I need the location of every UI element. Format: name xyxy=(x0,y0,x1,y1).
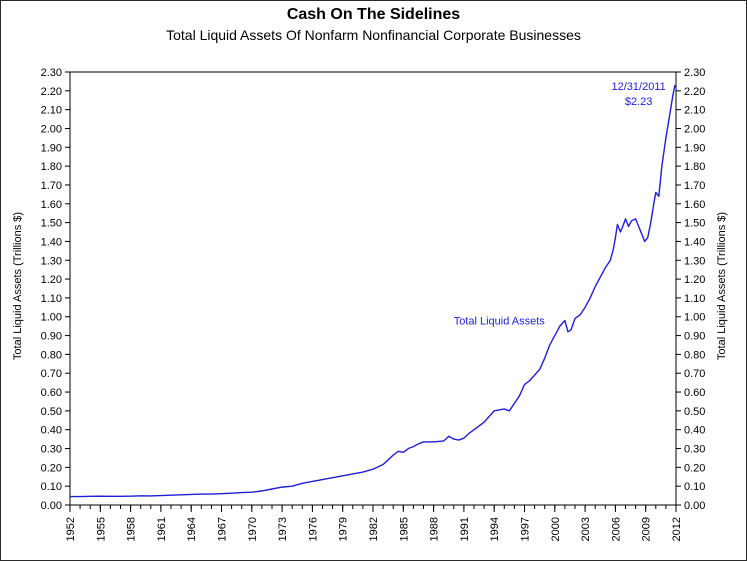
y-tick-label-right: 0.50 xyxy=(684,406,705,418)
series-line-total-liquid-assets xyxy=(70,85,676,498)
y-tick-label-right: 2.00 xyxy=(684,123,705,135)
annotation-endpoint-value: $2.23 xyxy=(625,96,653,108)
y-tick-label-left: 0.20 xyxy=(41,462,62,474)
x-tick-label: 1970 xyxy=(247,517,259,541)
y-tick-label-right: 1.90 xyxy=(684,142,705,154)
x-tick-label: 1955 xyxy=(95,517,107,541)
y-tick-label-right: 1.10 xyxy=(684,293,705,305)
y-tick-label-right: 0.80 xyxy=(684,349,705,361)
annotation-series-label: Total Liquid Assets xyxy=(454,315,546,327)
y-tick-label-right: 0.00 xyxy=(684,500,705,512)
x-tick-label: 1958 xyxy=(126,517,138,541)
y-tick-label-left: 2.30 xyxy=(41,67,62,79)
y-tick-label-left: 2.10 xyxy=(41,105,62,117)
y-tick-label-left: 1.10 xyxy=(41,293,62,305)
y-tick-label-right: 2.20 xyxy=(684,86,705,98)
x-tick-label: 1976 xyxy=(307,517,319,541)
plot-area-border xyxy=(69,71,677,506)
x-tick-label: 1988 xyxy=(429,517,441,541)
x-tick-label: 1982 xyxy=(368,517,380,541)
y-tick-label-right: 2.30 xyxy=(684,67,705,79)
x-tick-label: 2012 xyxy=(671,517,683,541)
y-tick-label-right: 1.60 xyxy=(684,199,705,211)
y-tick-label-right: 2.10 xyxy=(684,105,705,117)
y-tick-label-right: 1.20 xyxy=(684,274,705,286)
y-tick-label-left: 1.50 xyxy=(41,218,62,230)
x-tick-label: 1952 xyxy=(65,517,77,541)
x-tick-label: 1967 xyxy=(217,517,229,541)
annotation-endpoint-date: 12/31/2011 xyxy=(612,81,666,93)
y-tick-label-left: 2.00 xyxy=(41,123,62,135)
x-tick-label: 2003 xyxy=(580,517,592,541)
y-tick-label-right: 0.90 xyxy=(684,331,705,343)
x-tick-label: 2000 xyxy=(550,517,562,541)
y-tick-label-left: 0.40 xyxy=(41,425,62,437)
y-tick-label-left: 0.60 xyxy=(41,387,62,399)
y-tick-label-right: 0.20 xyxy=(684,462,705,474)
y-tick-label-left: 0.30 xyxy=(41,444,62,456)
y-tick-label-right: 0.30 xyxy=(684,444,705,456)
x-tick-label: 1994 xyxy=(489,517,501,541)
y-tick-label-left: 1.70 xyxy=(41,180,62,192)
y-tick-label-right: 0.10 xyxy=(684,481,705,493)
y-tick-label-left: 0.50 xyxy=(41,406,62,418)
y-tick-label-left: 1.80 xyxy=(41,161,62,173)
y-tick-label-left: 1.60 xyxy=(41,199,62,211)
x-tick-label: 1964 xyxy=(186,517,198,541)
y-tick-label-left: 1.90 xyxy=(41,142,62,154)
y-tick-label-left: 0.00 xyxy=(41,500,62,512)
x-tick-label: 1985 xyxy=(398,517,410,541)
y-tick-label-left: 0.90 xyxy=(41,331,62,343)
y-tick-label-right: 0.40 xyxy=(684,425,705,437)
y-tick-label-left: 0.10 xyxy=(41,481,62,493)
x-tick-label: 2006 xyxy=(610,517,622,541)
x-tick-label: 1991 xyxy=(459,517,471,541)
y-tick-label-left: 1.20 xyxy=(41,274,62,286)
x-tick-label: 1997 xyxy=(520,517,532,541)
x-tick-label: 1961 xyxy=(156,517,168,541)
y-tick-label-right: 0.60 xyxy=(684,387,705,399)
y-tick-label-left: 1.40 xyxy=(41,236,62,248)
y-tick-label-left: 1.30 xyxy=(41,255,62,267)
x-tick-label: 1979 xyxy=(338,517,350,541)
y-tick-label-right: 1.50 xyxy=(684,218,705,230)
y-tick-label-left: 0.80 xyxy=(41,349,62,361)
y-tick-label-right: 1.30 xyxy=(684,255,705,267)
x-tick-label: 1973 xyxy=(277,517,289,541)
x-tick-label: 2009 xyxy=(641,517,653,541)
y-tick-label-left: 2.20 xyxy=(41,86,62,98)
y-tick-label-left: 1.00 xyxy=(41,312,62,324)
y-tick-label-right: 1.40 xyxy=(684,236,705,248)
y-tick-label-right: 1.70 xyxy=(684,180,705,192)
chart-title: Cash On The Sidelines xyxy=(286,6,461,23)
y-tick-label-right: 0.70 xyxy=(684,368,705,380)
y-tick-label-right: 1.80 xyxy=(684,161,705,173)
chart-subtitle: Total Liquid Assets Of Nonfarm Nonfinanc… xyxy=(166,27,581,43)
y-tick-label-right: 1.00 xyxy=(684,312,705,324)
y-tick-label-left: 0.70 xyxy=(41,368,62,380)
